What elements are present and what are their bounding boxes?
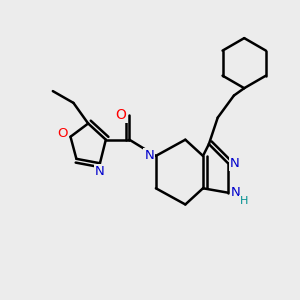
Text: O: O (57, 127, 68, 140)
Text: N: N (230, 157, 239, 170)
Text: O: O (116, 108, 127, 122)
Text: N: N (95, 165, 105, 178)
Text: N: N (145, 149, 154, 162)
Text: H: H (240, 196, 248, 206)
Text: N: N (231, 186, 241, 199)
